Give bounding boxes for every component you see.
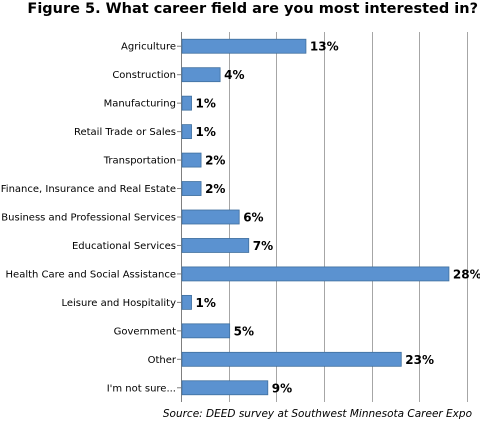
bar xyxy=(181,266,450,282)
data-label: 6% xyxy=(243,211,263,225)
data-label: 28% xyxy=(453,267,480,281)
bar xyxy=(181,209,240,225)
data-label: 7% xyxy=(253,239,273,253)
data-label: 9% xyxy=(272,381,292,395)
chart-title: Figure 5. What career field are you most… xyxy=(27,1,478,17)
bar xyxy=(181,380,269,396)
bar xyxy=(181,181,202,196)
data-label: 1% xyxy=(196,296,216,310)
data-label: 1% xyxy=(196,97,216,111)
category-label: Transportation xyxy=(103,156,176,167)
value-labels: 13% 4% 1% 1% 2% 2% 6% 7% 28% 1% 5% 23% 9% xyxy=(196,40,480,396)
category-label: Agriculture xyxy=(121,42,176,53)
data-label: 4% xyxy=(224,68,244,82)
bar xyxy=(181,294,192,310)
data-label: 2% xyxy=(205,182,225,196)
data-label: 13% xyxy=(310,40,339,54)
data-label: 23% xyxy=(405,353,434,367)
category-label: Leisure and Hospitality xyxy=(61,298,176,309)
category-label: Manufacturing xyxy=(104,99,176,110)
category-label: Government xyxy=(114,326,176,337)
chart-source: Source: DEED survey at Southwest Minneso… xyxy=(162,408,472,420)
category-label: Finance, Insurance and Real Estate xyxy=(1,184,176,195)
bar xyxy=(181,67,221,83)
category-label: Business and Professional Services xyxy=(1,213,176,224)
bars xyxy=(181,38,450,396)
category-label: Other xyxy=(148,355,177,366)
category-label: Educational Services xyxy=(72,241,176,252)
bar xyxy=(181,238,250,253)
category-label: Construction xyxy=(112,70,176,81)
category-label: Retail Trade or Sales xyxy=(74,127,176,138)
bar xyxy=(181,38,307,54)
bar xyxy=(181,152,202,168)
bar xyxy=(181,351,402,367)
bar xyxy=(181,95,192,111)
data-label: 5% xyxy=(234,324,254,338)
category-labels: Agriculture Construction Manufacturing Reta… xyxy=(1,42,177,395)
bar xyxy=(181,124,192,140)
data-label: 2% xyxy=(205,154,225,168)
data-label: 1% xyxy=(196,125,216,139)
category-label: Health Care and Social Assistance xyxy=(6,269,176,280)
bar xyxy=(181,323,231,339)
category-label: I'm not sure... xyxy=(107,383,176,394)
